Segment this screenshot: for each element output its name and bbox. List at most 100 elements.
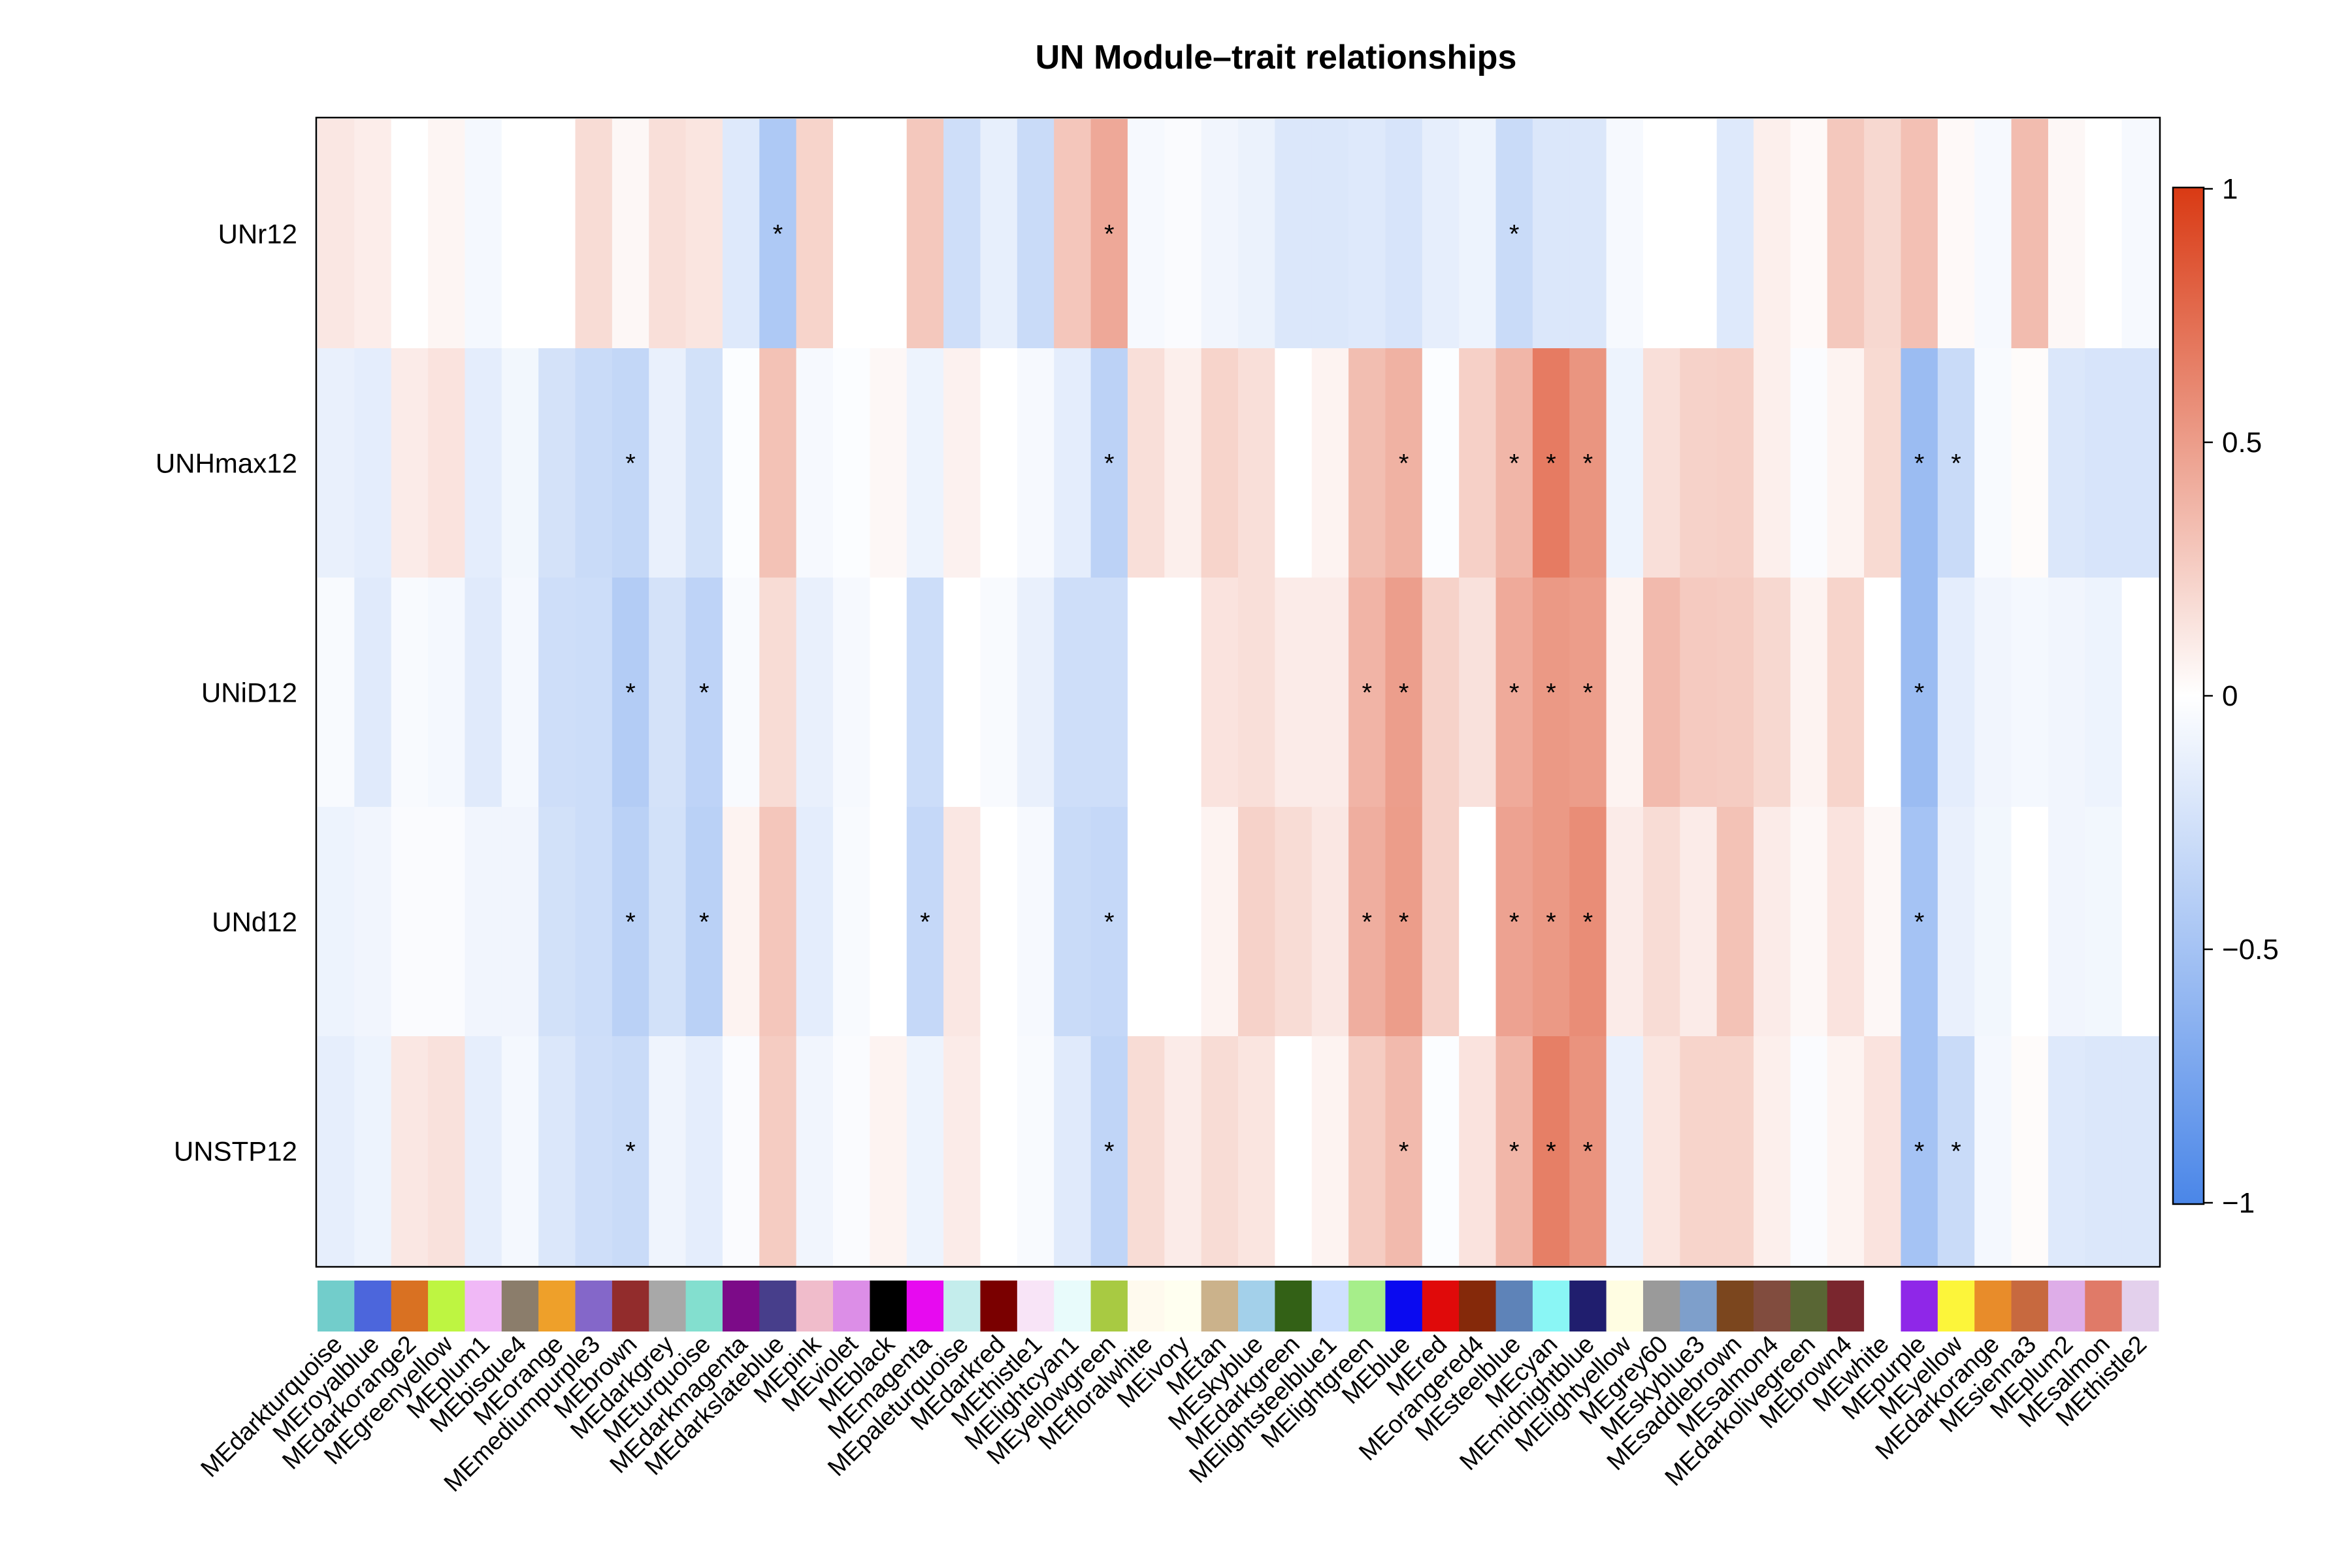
heatmap-cell-UNiD12-MEcyan — [1532, 578, 1570, 808]
module-swatch-MEplum1 — [465, 1281, 502, 1331]
heatmap-cell-UNiD12-MElightcyan1 — [1054, 578, 1092, 808]
heatmap-cell-UNd12-MEdarkorange2 — [391, 807, 429, 1037]
heatmap-cell-UNr12-MElightgreen — [1348, 119, 1386, 349]
heatmap-cell-UNr12-MEviolet — [833, 119, 870, 349]
significance-marker: * — [1509, 1137, 1520, 1166]
significance-marker: * — [1104, 908, 1115, 937]
module-swatch-MEskyblue3 — [1680, 1281, 1718, 1331]
significance-marker: * — [1583, 1137, 1593, 1166]
heatmap-cell-UNr12-MEpaleturquoise — [943, 119, 981, 349]
heatmap-cell-UNHmax12-MEthistle1 — [1017, 348, 1054, 578]
heatmap-cell-UNd12-MEsienna3 — [2011, 807, 2049, 1037]
significance-marker: * — [1399, 679, 1409, 708]
heatmap-cell-UNiD12-MEred — [1422, 578, 1460, 808]
heatmap-cell-UNSTP12-MEsalmon4 — [1754, 1036, 1791, 1266]
heatmap-cell-UNr12-MEmagenta — [906, 119, 944, 349]
heatmap-cell-UNHmax12-MEbisque4 — [501, 348, 539, 578]
heatmap-cell-UNr12-MEwhite — [1864, 119, 1902, 349]
heatmap-cell-UNr12-MEplum2 — [2048, 119, 2085, 349]
module-swatch-MEgrey60 — [1642, 1281, 1680, 1331]
heatmap-cell-UNHmax12-MEskyblue — [1238, 348, 1275, 578]
module-swatch-MEpaleturquoise — [943, 1281, 981, 1331]
heatmap-cell-UNHmax12-MEivory — [1164, 348, 1202, 578]
heatmap-cell-UNSTP12-MEbrown4 — [1827, 1036, 1865, 1266]
module-swatch-MEthistle1 — [1017, 1281, 1054, 1331]
heatmap-cell-UNHmax12-MEorange — [538, 348, 576, 578]
significance-marker: * — [1583, 449, 1593, 478]
heatmap-cell-UNr12-MEmediumpurple3 — [575, 119, 613, 349]
heatmap-cell-UNr12-MEskyblue — [1238, 119, 1275, 349]
heatmap-cell-UNiD12-MEivory — [1164, 578, 1202, 808]
heatmap-cell-UNHmax12-MEthistle2 — [2121, 348, 2159, 578]
heatmap-cell-UNSTP12-MEthistle1 — [1017, 1036, 1054, 1266]
heatmap-cell-UNSTP12-MEorange — [538, 1036, 576, 1266]
module-swatch-MElightgreen — [1348, 1281, 1386, 1331]
heatmap-cell-UNd12-MEbrown4 — [1827, 807, 1865, 1037]
heatmap-cell-UNiD12-MEskyblue3 — [1680, 578, 1718, 808]
heatmap-cell-UNiD12-MEgreenyellow — [428, 578, 466, 808]
heatmap-cell-UNr12-MEthistle2 — [2121, 119, 2159, 349]
heatmap-cell-UNSTP12-MEskyblue — [1238, 1036, 1275, 1266]
heatmap-cell-UNd12-MEtan — [1201, 807, 1239, 1037]
heatmap-cell-UNd12-MEpurple — [1901, 807, 1938, 1037]
heatmap-cell-UNd12-MEdarkgrey — [649, 807, 687, 1037]
column-labels: MEdarkturquoiseMEroyalblueMEdarkorange2M… — [196, 1330, 2152, 1497]
heatmap-cell-UNiD12-MEplum1 — [465, 578, 502, 808]
module-swatch-MElightsteelblue1 — [1311, 1281, 1349, 1331]
heatmap-cell-UNiD12-MEgrey60 — [1642, 578, 1680, 808]
heatmap-cell-UNd12-MEplum1 — [465, 807, 502, 1037]
heatmap-cell-UNHmax12-MEdarkturquoise — [318, 348, 355, 578]
heatmap-cell-UNHmax12-MEroyalblue — [354, 348, 392, 578]
significance-marker: * — [1362, 908, 1372, 937]
heatmap-cell-UNHmax12-MEorangered4 — [1459, 348, 1497, 578]
significance-marker: * — [1399, 908, 1409, 937]
heatmap-cell-UNSTP12-MEred — [1422, 1036, 1460, 1266]
module-swatch-MEsteelblue — [1495, 1281, 1533, 1331]
heatmap-cell-UNHmax12-MEbrown4 — [1827, 348, 1865, 578]
heatmap-cell-UNHmax12-MEblue — [1385, 348, 1423, 578]
module-swatch-MEskyblue — [1238, 1281, 1275, 1331]
heatmap-cell-UNr12-MEyellow — [1937, 119, 1975, 349]
heatmap-cell-UNd12-MEmidnightblue — [1569, 807, 1607, 1037]
heatmap-cell-UNd12-MEyellow — [1937, 807, 1975, 1037]
heatmap-cell-UNd12-MEdarkorange — [1974, 807, 2012, 1037]
significance-marker: * — [625, 1137, 636, 1166]
colorbar-gradient — [2172, 186, 2205, 1205]
heatmap-cell-UNiD12-MEpaleturquoise — [943, 578, 981, 808]
row-label: UNSTP12 — [174, 1136, 297, 1167]
heatmap-cell-UNd12-MEdarkslateblue — [759, 807, 797, 1037]
heatmap-cell-UNd12-MEthistle1 — [1017, 807, 1054, 1037]
significance-marker: * — [699, 908, 710, 937]
significance-marker: * — [625, 449, 636, 478]
heatmap-cell-UNr12-MEpurple — [1901, 119, 1938, 349]
colorbar-tick-label: −1 — [2222, 1187, 2255, 1219]
colorbar: 1 0.5 0 −0.5 −1 — [2172, 173, 2279, 1219]
significance-marker: * — [920, 908, 930, 937]
heatmap-cell-UNr12-MEdarkslateblue — [759, 119, 797, 349]
heatmap-cell-UNHmax12-MEsteelblue — [1495, 348, 1533, 578]
module-swatch-MEdarkorange — [1974, 1281, 2012, 1331]
heatmap-cell-UNSTP12-MEpink — [796, 1036, 834, 1266]
heatmap-cell-UNHmax12-MEdarkmagenta — [722, 348, 760, 578]
heatmap-cell-UNiD12-MElightgreen — [1348, 578, 1386, 808]
heatmap-cell-UNiD12-MEdarkturquoise — [318, 578, 355, 808]
heatmap-cell-UNHmax12-MElightsteelblue1 — [1311, 348, 1349, 578]
chart-title: UN Module–trait relationships — [1036, 39, 1517, 76]
heatmap-cell-UNSTP12-MEyellowgreen — [1090, 1036, 1128, 1266]
heatmap-cell-UNiD12-MEdarkorange2 — [391, 578, 429, 808]
significance-marker: * — [773, 220, 783, 249]
heatmap-cell-UNSTP12-MEtan — [1201, 1036, 1239, 1266]
heatmap-cell-UNr12-MEroyalblue — [354, 119, 392, 349]
colorbar-tick-label: 0.5 — [2222, 427, 2262, 459]
module-swatch-MEviolet — [833, 1281, 870, 1331]
heatmap-cell-UNHmax12-MEplum1 — [465, 348, 502, 578]
module-swatch-MEwhite — [1864, 1281, 1901, 1331]
heatmap-cell-UNSTP12-MElightsteelblue1 — [1311, 1036, 1349, 1266]
heatmap-cell-UNd12-MEdarkred — [980, 807, 1018, 1037]
heatmap-cell-UNd12-MEsaddlebrown — [1716, 807, 1754, 1037]
heatmap-cell-UNSTP12-MEdarkred — [980, 1036, 1018, 1266]
significance-marker: * — [1104, 1137, 1115, 1166]
heatmap-cell-UNSTP12-MEskyblue3 — [1680, 1036, 1718, 1266]
heatmap-cell-UNd12-MEpink — [796, 807, 834, 1037]
